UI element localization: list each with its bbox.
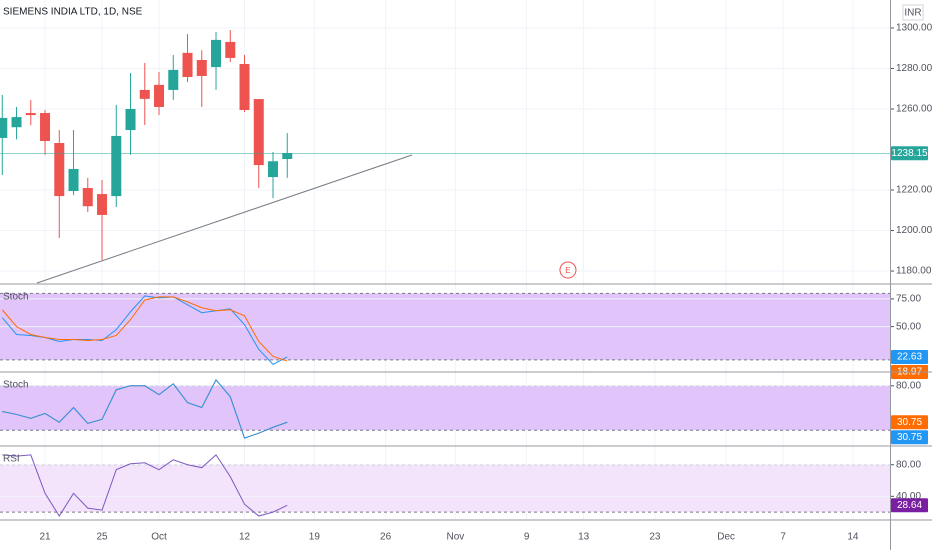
last-value-label: 30.75 <box>897 417 922 428</box>
candle-body <box>68 168 79 192</box>
band <box>0 385 890 431</box>
candle-body <box>0 117 8 138</box>
last-price-label-box <box>891 146 928 161</box>
x-tick-label: 13 <box>578 532 590 543</box>
x-tick-label: Dec <box>717 532 735 543</box>
y-tick-label: 1300.00 <box>896 23 932 34</box>
currency: INR <box>904 8 921 19</box>
x-tick-label: 26 <box>380 532 392 543</box>
last-value-label-box <box>891 498 928 513</box>
candle-body <box>82 187 93 207</box>
y-tick-label: 1280.00 <box>896 63 932 74</box>
candle-body <box>54 143 65 197</box>
y-tick-label: 1200.00 <box>896 225 932 236</box>
x-tick-label: 12 <box>239 532 251 543</box>
indicator-line <box>2 454 288 517</box>
last-value-label-box <box>891 430 928 445</box>
last-value-label-box <box>891 415 928 430</box>
y-tick-label: 1220.00 <box>896 185 932 196</box>
y-tick-label: 1180.00 <box>896 266 932 277</box>
candle-body <box>111 135 122 197</box>
band <box>0 464 890 513</box>
candle-body <box>225 41 236 58</box>
x-tick-label: 14 <box>847 532 859 543</box>
candle-body <box>25 113 36 116</box>
x-tick-label: Nov <box>447 532 465 543</box>
pane-title: RSI <box>3 454 20 465</box>
x-tick-label: 23 <box>649 532 661 543</box>
x-tick-label: Oct <box>151 532 167 543</box>
plot-area: E <box>0 0 890 520</box>
indicator-line <box>2 378 288 439</box>
candle-body <box>125 108 136 131</box>
y-tick-label: 50.00 <box>896 321 921 332</box>
candle-body <box>196 59 207 76</box>
pane-title: Stoch <box>3 292 29 303</box>
pane-title: SIEMENS INDIA LTD, 1D, NSE <box>3 7 143 18</box>
last-price-label: 1238.15 <box>891 148 928 159</box>
y-tick-label: 80.00 <box>896 380 921 391</box>
event-marker <box>559 261 577 279</box>
candle-body <box>182 52 193 77</box>
x-tick-label: 19 <box>309 532 321 543</box>
candle-body <box>168 69 179 90</box>
indicator-line <box>1 296 288 362</box>
candle-body <box>268 161 279 178</box>
x-tick-label: 21 <box>39 532 51 543</box>
candle-body <box>211 39 222 68</box>
y-tick-label: 1260.00 <box>896 104 932 115</box>
candle-body <box>40 113 51 141</box>
last-value-label: 22.63 <box>897 352 922 363</box>
currency-box <box>902 4 924 21</box>
last-value-label: 28.64 <box>897 500 922 511</box>
candle-body <box>239 64 250 110</box>
x-tick-label: 25 <box>96 532 108 543</box>
trendline <box>36 154 413 284</box>
event-label: E <box>565 266 570 275</box>
x-tick-label: 7 <box>780 532 786 543</box>
y-tick-label: 75.00 <box>896 294 921 305</box>
last-value-label-box <box>891 349 928 364</box>
candle-body <box>154 84 165 107</box>
candle-body <box>97 194 108 215</box>
y-tick-label: 80.00 <box>896 459 921 470</box>
y-tick-label: 40.00 <box>896 491 921 502</box>
candle-body <box>282 153 293 160</box>
candle-body <box>11 117 22 128</box>
x-tick-label: 9 <box>524 532 530 543</box>
pane-title: Stoch <box>3 380 29 391</box>
candle-body <box>253 99 264 166</box>
last-value-label: 30.75 <box>897 432 922 443</box>
indicator-line <box>1 295 288 365</box>
candle-body <box>139 89 150 99</box>
